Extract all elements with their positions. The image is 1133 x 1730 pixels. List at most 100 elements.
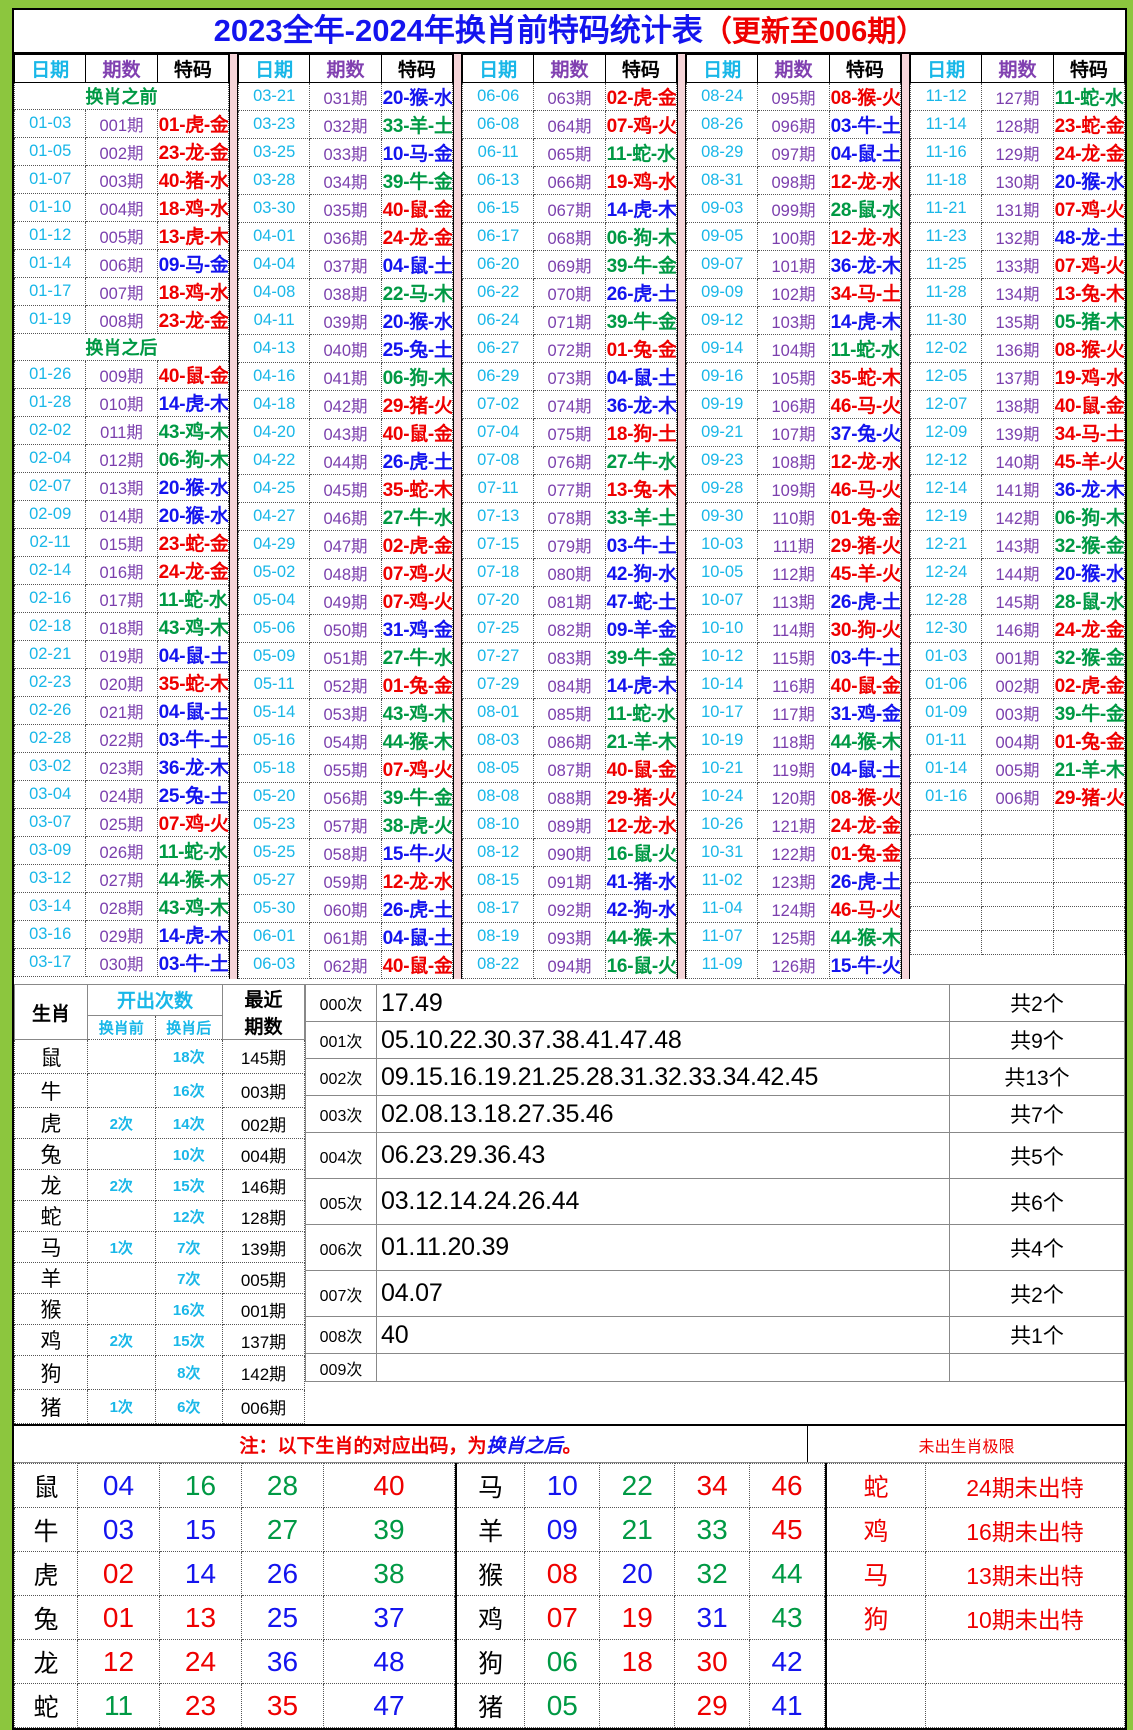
frequency-table: 000次 17.49 共2个 001次 05.10.22.30.37.38.41.47.… — [305, 984, 1125, 1382]
table-row: 03-16 029期 14-虎-木 — [13, 920, 230, 949]
zodiac-number-row: 鼠 04 16 28 40 — [14, 1463, 455, 1508]
table-row: 04-16 041期 06-狗-木 — [237, 362, 454, 391]
table-row: 02-18 018期 43-鸡-木 — [13, 612, 230, 641]
table-row: 08-08 088期 29-猪-火 — [461, 782, 678, 811]
cell-issue: 117期 — [757, 698, 830, 727]
table-row: 12-02 136期 08-猴-火 — [909, 334, 1126, 363]
cell-date: 01-11 — [909, 726, 983, 755]
table-row: 12-14 141期 36-龙-木 — [909, 474, 1126, 503]
cell-date: 05-18 — [237, 754, 311, 783]
cell-issue: 061期 — [309, 922, 382, 951]
cell-code: 44-猴-木 — [156, 864, 230, 893]
cell-issue: 056期 — [309, 782, 382, 811]
frequency-numbers: 04.07 — [376, 1270, 950, 1317]
cell-issue — [981, 930, 1054, 955]
cell-issue: 029期 — [85, 920, 158, 949]
zodiac-name: 蛇 — [14, 1200, 88, 1232]
zodiac-number: 43 — [749, 1595, 825, 1640]
cell-date: 07-29 — [461, 670, 535, 699]
cell-date: 10-03 — [685, 530, 759, 559]
cell-date: 09-03 — [685, 194, 759, 223]
cell-date: 09-23 — [685, 446, 759, 475]
cell-issue: 146期 — [981, 614, 1054, 643]
table-row: 09-14 104期 11-蛇-水 — [685, 334, 902, 363]
cell-issue: 110期 — [757, 502, 830, 531]
zodiac-count-after: 8次 — [154, 1355, 223, 1390]
cell-issue: 060期 — [309, 894, 382, 923]
table-row: 06-22 070期 26-虎-土 — [461, 278, 678, 307]
cell-code: 33-羊-土 — [380, 110, 454, 139]
cell-code: 02-虎-金 — [1052, 670, 1126, 699]
cell-code: 12-龙-水 — [828, 222, 902, 251]
table-row: 03-02 023期 36-龙-木 — [13, 752, 230, 781]
table-row: 11-14 128期 23-蛇-金 — [909, 110, 1126, 139]
zodiac-name: 鼠 — [14, 1039, 88, 1074]
cell-issue: 099期 — [757, 194, 830, 223]
zodiac-row-name: 虎 — [14, 1551, 78, 1596]
table-row: 03-17 030期 03-牛-土 — [13, 948, 230, 977]
cell-date: 01-06 — [909, 670, 983, 699]
table-row: 05-06 050期 31-鸡-金 — [237, 614, 454, 643]
table-row: 10-31 122期 01-兔-金 — [685, 838, 902, 867]
frequency-label: 003次 — [305, 1095, 377, 1133]
cell-issue: 108期 — [757, 446, 830, 475]
cell-date: 03-21 — [237, 82, 311, 111]
cell-code: 03-牛-土 — [156, 948, 230, 977]
cell-date: 08-26 — [685, 110, 759, 139]
cell-date: 08-12 — [461, 838, 535, 867]
cell-date: 02-07 — [13, 472, 87, 501]
cell-code: 15-牛-火 — [828, 950, 902, 979]
frequency-label: 001次 — [305, 1021, 377, 1059]
zodiac-recent-issue: 005期 — [222, 1262, 305, 1294]
cell-code: 45-羊-火 — [828, 558, 902, 587]
cell-date: 11-14 — [909, 110, 983, 139]
zodiac-row-name: 猴 — [455, 1551, 526, 1596]
zodiac-number: 20 — [599, 1551, 676, 1596]
table-row: 05-18 055期 07-鸡-火 — [237, 754, 454, 783]
cell-code: 32-猴-金 — [1052, 642, 1126, 671]
table-row: 04-18 042期 29-猪-火 — [237, 390, 454, 419]
table-row: 01-14 006期 09-马-金 — [13, 249, 230, 278]
cell-date: 03-04 — [13, 780, 87, 809]
cell-issue: 145期 — [981, 586, 1054, 615]
table-row: 08-01 085期 11-蛇-水 — [461, 698, 678, 727]
frequency-numbers: 02.08.13.18.27.35.46 — [376, 1095, 950, 1133]
frequency-label: 000次 — [305, 984, 377, 1022]
cell-code: 44-猴-木 — [828, 922, 902, 951]
cell-date: 02-11 — [13, 528, 87, 557]
limit-zodiac — [826, 1639, 926, 1684]
zodiac-name: 鸡 — [14, 1324, 88, 1356]
zodiac-number: 15 — [159, 1507, 242, 1552]
cell-code: 48-龙-土 — [1052, 222, 1126, 251]
cell-date — [909, 930, 983, 955]
table-row: 12-05 137期 19-鸡-水 — [909, 362, 1126, 391]
cell-issue: 005期 — [981, 754, 1054, 783]
cell-code: 24-龙-金 — [1052, 138, 1126, 167]
zodiac-number: 08 — [524, 1551, 601, 1596]
cell-code: 19-鸡-水 — [1052, 362, 1126, 391]
cell-issue: 105期 — [757, 362, 830, 391]
cell-date: 11-25 — [909, 250, 983, 279]
frequency-numbers: 01.11.20.39 — [376, 1224, 950, 1271]
table-row: 05-23 057期 38-虎-火 — [237, 810, 454, 839]
cell-date: 06-15 — [461, 194, 535, 223]
cell-date: 04-27 — [237, 502, 311, 531]
cell-code: 36-龙-木 — [156, 752, 230, 781]
cell-code: 44-猴-木 — [380, 726, 454, 755]
cell-issue: 139期 — [981, 418, 1054, 447]
table-row — [909, 906, 1126, 931]
table-row: 11-18 130期 20-猴-水 — [909, 166, 1126, 195]
cell-issue: 068期 — [533, 222, 606, 251]
cell-code — [1052, 858, 1126, 883]
cell-code: 29-猪-火 — [380, 390, 454, 419]
zodiac-number: 24 — [159, 1639, 242, 1684]
column-separator — [453, 54, 462, 979]
zodiac-number-row: 羊 09 21 33 45 — [455, 1507, 825, 1552]
frequency-label: 002次 — [305, 1058, 377, 1096]
cell-issue: 135期 — [981, 306, 1054, 335]
table-row: 04-11 039期 20-猴-水 — [237, 306, 454, 335]
table-row: 03-09 026期 11-蛇-水 — [13, 836, 230, 865]
zodiac-number: 22 — [599, 1463, 676, 1508]
table-row: 05-04 049期 07-鸡-火 — [237, 586, 454, 615]
cell-code: 47-蛇-土 — [604, 586, 678, 615]
